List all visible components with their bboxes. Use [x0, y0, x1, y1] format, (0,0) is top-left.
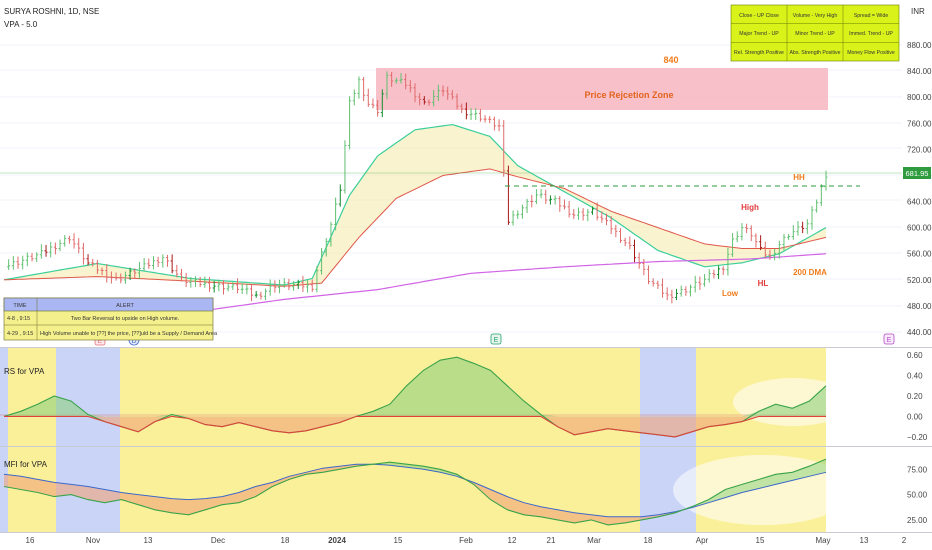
zone-label: Price Rejcetion Zone	[584, 90, 673, 100]
status-table: Close - UP Close Volume - Very High Spre…	[730, 4, 900, 62]
dma-label: 200 DMA	[793, 268, 827, 277]
price-tick-label: 440.00	[907, 328, 932, 337]
svg-text:E: E	[494, 337, 499, 344]
status-cell: Rel. Strength Positive	[734, 50, 784, 56]
time-tick-label: 16	[26, 536, 35, 545]
price-axis[interactable]: 880.00840.00800.00760.00720.00680.00640.…	[907, 41, 932, 337]
event-marker-e2[interactable]: E	[490, 333, 502, 345]
rs-tick-label: 0.20	[907, 392, 923, 401]
price-tick-label: 640.00	[907, 198, 932, 207]
status-cell: Spread = Wide	[854, 13, 889, 19]
time-tick-label: 18	[281, 536, 290, 545]
rs-title: RS for VPA	[4, 367, 45, 376]
mfi-pane	[0, 447, 853, 532]
mfi-tick-label: 25.00	[907, 516, 928, 525]
rs-tick-label: −0.20	[907, 433, 928, 442]
mfi-title: MFI for VPA	[4, 460, 48, 469]
time-tick-label: Nov	[86, 536, 100, 545]
high-label: High	[741, 203, 759, 212]
hh-label: HH	[793, 173, 805, 182]
status-cell: Close - UP Close	[739, 13, 779, 19]
time-tick-label: 15	[756, 536, 765, 545]
price-tick-label: 600.00	[907, 224, 932, 233]
time-tick-label: Apr	[696, 536, 709, 545]
mfi-line	[3, 458, 827, 526]
time-tick-label: May	[815, 536, 830, 545]
event-marker-e3[interactable]: E	[883, 333, 895, 345]
status-cell: Abs. Strength Positive	[789, 50, 840, 56]
zone-level-label: 840	[663, 55, 678, 65]
svg-text:E: E	[887, 337, 892, 344]
time-tick-label: 15	[394, 536, 403, 545]
price-tick-label: 760.00	[907, 119, 932, 128]
price-rejection-zone	[376, 68, 828, 110]
status-cell: Major Trend - UP	[739, 31, 779, 37]
time-tick-label: 2	[902, 536, 907, 545]
rs-tick-label: 0.60	[907, 351, 923, 360]
rs-axis[interactable]: 0.60 0.40 0.20 0.00 −0.20	[907, 351, 928, 442]
ema-fast-line	[3, 123, 827, 286]
alert-header: TIME	[13, 303, 26, 309]
rs-pane	[0, 348, 853, 446]
price-tick-label: 800.00	[907, 93, 932, 102]
mfi-axis[interactable]: 75.00 50.00 25.00	[907, 465, 928, 525]
price-tick-label: 720.00	[907, 145, 932, 154]
mfi-signal-line	[3, 463, 827, 518]
price-tick-label: 520.00	[907, 276, 932, 285]
alert-text: Two Bar Reversal to upside on High volum…	[71, 316, 180, 322]
svg-text:681.95: 681.95	[906, 169, 929, 178]
time-tick-label: 2024	[328, 536, 346, 545]
status-cell: Immed. Trend - UP	[849, 31, 893, 37]
ema-slow-line	[3, 168, 827, 287]
indicator-title: VPA - 5.0	[4, 20, 38, 29]
alert-time: 4-29 , 9:15	[7, 331, 33, 337]
time-tick-label: 18	[644, 536, 653, 545]
alert-text: High Volume unable to [??] the price, [?…	[40, 331, 218, 337]
svg-text:E: E	[98, 338, 103, 345]
price-tick-label: 880.00	[907, 41, 932, 50]
mfi-tick-label: 50.00	[907, 491, 928, 500]
last-price-tag: 681.95	[903, 167, 931, 179]
price-tick-label: 840.00	[907, 67, 932, 76]
rs-tick-label: 0.00	[907, 412, 923, 421]
mfi-tick-label: 75.00	[907, 465, 928, 474]
alert-table: TIME ALERT 4-8 , 9:15 Two Bar Reversal t…	[3, 297, 218, 341]
price-tick-label: 480.00	[907, 302, 932, 311]
alert-time: 4-8 , 9:15	[7, 316, 30, 322]
status-cell: Volume - Very High	[793, 13, 838, 19]
rs-line-negative	[4, 415, 826, 438]
hl-label: HL	[758, 279, 769, 288]
time-tick-label: Dec	[211, 536, 225, 545]
time-axis[interactable]: 16 Nov 13 Dec 18 2024 15 Feb 12 21 Mar 18 Apr 15 May 13…	[26, 536, 907, 545]
symbol-title: SURYA ROSHNI, 1D, NSE	[4, 7, 99, 16]
candles	[7, 71, 828, 304]
price-tick-label: 560.00	[907, 250, 932, 259]
alert-header: ALERT	[116, 303, 134, 309]
time-tick-label: Feb	[459, 536, 473, 545]
time-tick-label: 21	[547, 536, 556, 545]
time-tick-label: 12	[508, 536, 517, 545]
status-cell: Money Flow Positive	[847, 50, 895, 56]
low-label: Low	[722, 289, 739, 298]
ema-band	[4, 124, 826, 287]
time-tick-label: 13	[144, 536, 153, 545]
rs-tick-label: 0.40	[907, 372, 923, 381]
svg-text:D: D	[131, 338, 136, 345]
currency-label: INR	[911, 7, 925, 16]
time-tick-label: Mar	[587, 536, 601, 545]
status-cell: Minor Trend - UP	[795, 31, 835, 37]
time-tick-label: 13	[860, 536, 869, 545]
